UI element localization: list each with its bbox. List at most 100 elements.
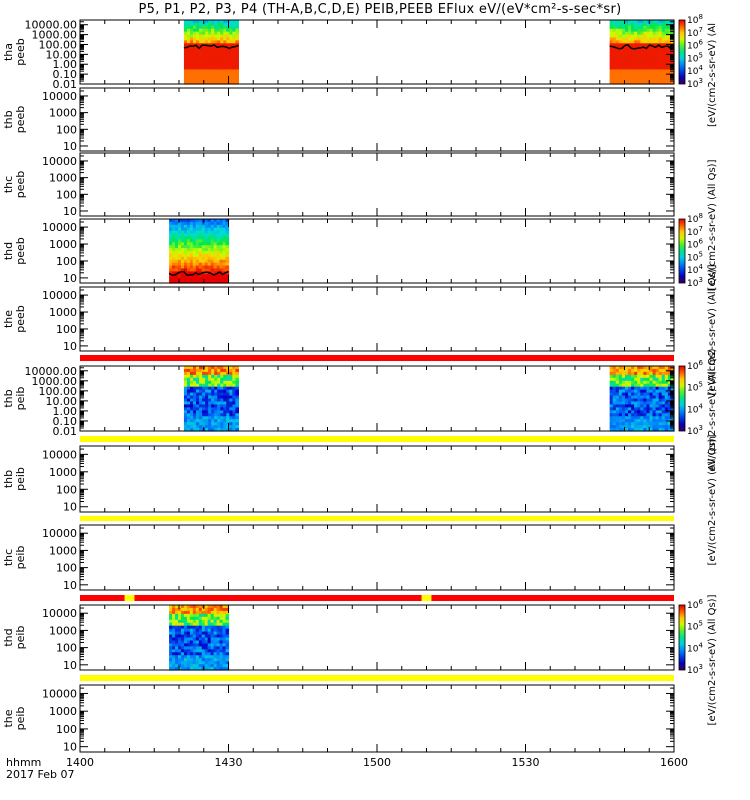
spectrogram-cell	[609, 40, 614, 44]
spectrogram-cell	[204, 251, 209, 255]
spectrogram-cell	[198, 610, 203, 615]
spectrogram-cell	[637, 37, 641, 41]
spectrogram-cell	[196, 28, 200, 33]
spectrogram-cell	[631, 57, 635, 62]
spectrogram-cell	[190, 63, 194, 68]
spectrogram-cell	[172, 625, 176, 630]
spectrogram-cell	[612, 37, 617, 41]
spectrogram-cell	[172, 251, 176, 255]
spectrogram-cell	[655, 383, 660, 388]
spectrogram-cell	[624, 40, 629, 44]
spectrogram-cell	[213, 245, 218, 249]
spectrogram-cell	[658, 413, 663, 417]
spectrogram-cell	[195, 242, 200, 246]
spectrogram-cell	[210, 640, 215, 645]
spectrogram-cell	[213, 649, 218, 653]
spectrogram-cell	[208, 25, 212, 30]
spectrogram-cell	[217, 57, 221, 62]
spectrogram-cell	[190, 401, 194, 406]
spectrogram-cell	[621, 63, 626, 68]
spectrogram-cell	[193, 404, 197, 408]
spectrogram-cell	[225, 661, 230, 665]
spectrogram-cell	[628, 22, 632, 27]
spectrogram-cell	[609, 25, 614, 30]
spectrogram-cell	[615, 389, 620, 394]
spectrogram-cell	[189, 262, 194, 267]
spectrogram-cell	[628, 49, 632, 53]
spectrogram-cell	[186, 256, 191, 261]
spectrogram-cell	[178, 628, 182, 633]
spectrogram-cell	[186, 52, 191, 56]
spectrogram-cell	[216, 610, 221, 615]
spectrogram-cell	[189, 625, 194, 630]
spectrogram-cell	[670, 37, 675, 41]
colorbar-tick-label: 106	[687, 598, 703, 611]
spectrogram-cell	[216, 251, 221, 255]
spectrogram-cell	[667, 380, 672, 385]
spectrogram-cell	[225, 239, 230, 243]
spectrogram-cell	[609, 69, 614, 73]
spectrogram-cell	[202, 37, 206, 41]
spectrogram-cell	[201, 221, 206, 226]
spectrogram-cell	[220, 25, 224, 30]
spectrogram-cell	[186, 366, 191, 370]
spectrogram-cell	[175, 634, 179, 639]
spectrogram-cell	[169, 230, 173, 235]
spectrogram-cell	[615, 407, 620, 411]
spectrogram-cell	[189, 640, 194, 645]
spectrogram-cell	[211, 37, 215, 41]
spectrogram-cell	[190, 81, 194, 85]
spectrogram-cell	[223, 28, 227, 33]
spectrogram-cell	[208, 401, 212, 406]
spectrogram-cell	[646, 407, 651, 411]
spectrogram-cell	[615, 52, 620, 56]
spectrogram-cell	[178, 625, 182, 630]
spectrogram-cell	[214, 377, 218, 382]
spectrogram-cell	[195, 637, 200, 642]
spectrogram-cell	[631, 20, 635, 24]
spectrogram-cell	[214, 374, 218, 379]
spectrogram-cell	[646, 46, 651, 50]
spectrogram-cell	[198, 274, 203, 278]
spectrogram-cell	[661, 413, 666, 417]
spectrogram-cell	[225, 643, 230, 647]
spectrogram-cell	[199, 81, 203, 85]
spectrogram-cell	[196, 380, 200, 385]
spectrogram-cell	[655, 419, 660, 423]
spectrogram-cell	[649, 389, 654, 394]
spectrogram-cell	[634, 392, 638, 397]
spectrogram-cell	[646, 404, 651, 408]
spectrogram-cell	[222, 667, 227, 671]
spectrogram-cell	[217, 428, 221, 432]
y-axis-label-probe: thd	[2, 242, 15, 260]
spectrogram-cell	[223, 78, 227, 82]
spectrogram-cell	[169, 233, 173, 238]
spectrogram-cell	[186, 416, 191, 420]
spectrogram-cell	[172, 655, 176, 659]
spectrogram-cell	[192, 640, 197, 645]
spectrogram-cell	[232, 404, 236, 408]
spectrogram-cell	[190, 419, 194, 423]
spectrogram-cell	[658, 69, 663, 73]
spectrogram-cell	[211, 416, 215, 420]
spectrogram-cell	[637, 31, 641, 36]
spectrogram-cell	[205, 37, 209, 41]
spectrogram-cell	[208, 22, 212, 27]
spectrogram-cell	[652, 78, 657, 82]
spectrogram-cell	[198, 655, 203, 659]
spectrogram-cell	[664, 31, 669, 36]
spectrogram-cell	[615, 366, 620, 370]
spectrogram-cell	[183, 649, 188, 653]
spectrogram-cell	[226, 60, 230, 65]
spectrogram-cell	[207, 631, 212, 636]
spectrogram-cell	[199, 49, 203, 53]
spectrogram-cell	[183, 40, 188, 44]
spectrogram-cell	[201, 655, 206, 659]
spectrogram-cell	[175, 239, 179, 243]
y-tick-label: 10.00	[46, 395, 78, 408]
spectrogram-cell	[193, 407, 197, 411]
spectrogram-cell	[196, 63, 200, 68]
spectrogram-cell	[652, 422, 657, 426]
spectrogram-cell	[202, 52, 206, 56]
spectrogram-cell	[214, 43, 218, 47]
